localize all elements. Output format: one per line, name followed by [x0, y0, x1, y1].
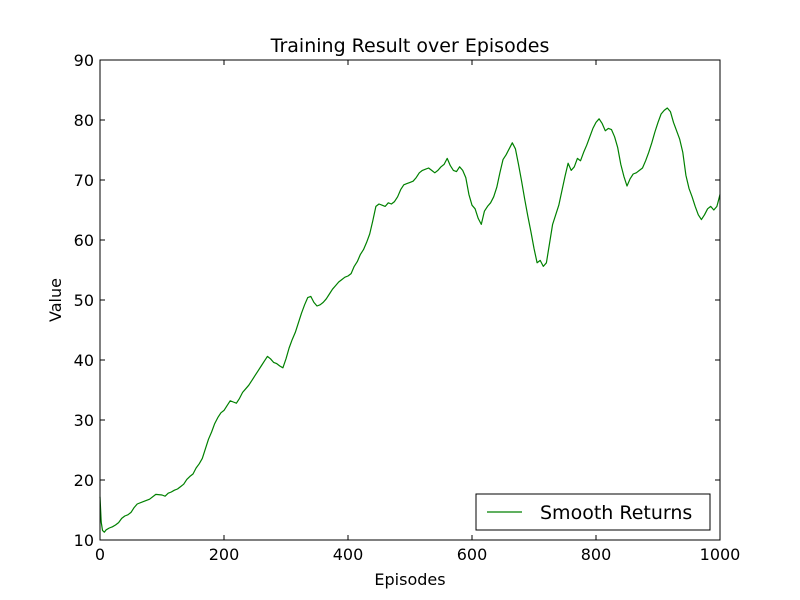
y-tick-label: 60 — [74, 231, 94, 250]
legend: Smooth Returns — [475, 493, 711, 531]
y-tick-label: 10 — [74, 531, 94, 550]
y-tick-label: 90 — [74, 51, 94, 70]
plot-area — [99, 107, 721, 533]
x-tick-label: 1000 — [700, 545, 741, 564]
y-tick-label: 50 — [74, 291, 94, 310]
x-tick-label: 0 — [95, 545, 105, 564]
chart-title: Training Result over Episodes — [270, 35, 550, 57]
x-axis: 0 200 400 600 800 1000 — [95, 60, 740, 564]
y-tick-label: 20 — [74, 471, 94, 490]
x-tick-label: 800 — [581, 545, 612, 564]
x-tick-label: 400 — [333, 545, 364, 564]
series-line-smooth-returns — [99, 107, 721, 533]
y-tick-label: 40 — [74, 351, 94, 370]
legend-label: Smooth Returns — [540, 502, 692, 524]
x-tick-label: 600 — [457, 545, 488, 564]
y-axis-label: Value — [46, 278, 65, 322]
y-tick-label: 30 — [74, 411, 94, 430]
y-tick-label: 80 — [74, 111, 94, 130]
y-axis: 10 20 30 40 50 60 70 80 90 — [74, 51, 720, 550]
x-axis-label: Episodes — [374, 570, 445, 589]
y-tick-label: 70 — [74, 171, 94, 190]
x-tick-label: 200 — [209, 545, 240, 564]
